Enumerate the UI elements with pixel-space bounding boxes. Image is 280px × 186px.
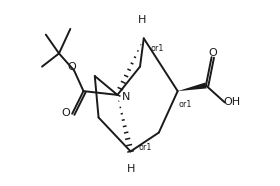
Text: H: H [126, 164, 135, 174]
Polygon shape [178, 83, 207, 91]
Text: N: N [122, 92, 130, 102]
Text: H: H [138, 15, 146, 25]
Text: or1: or1 [150, 44, 164, 53]
Text: O: O [61, 108, 70, 118]
Text: OH: OH [223, 97, 241, 108]
Text: or1: or1 [138, 143, 151, 152]
Text: or1: or1 [179, 100, 192, 109]
Text: O: O [208, 48, 217, 58]
Text: O: O [68, 62, 76, 72]
